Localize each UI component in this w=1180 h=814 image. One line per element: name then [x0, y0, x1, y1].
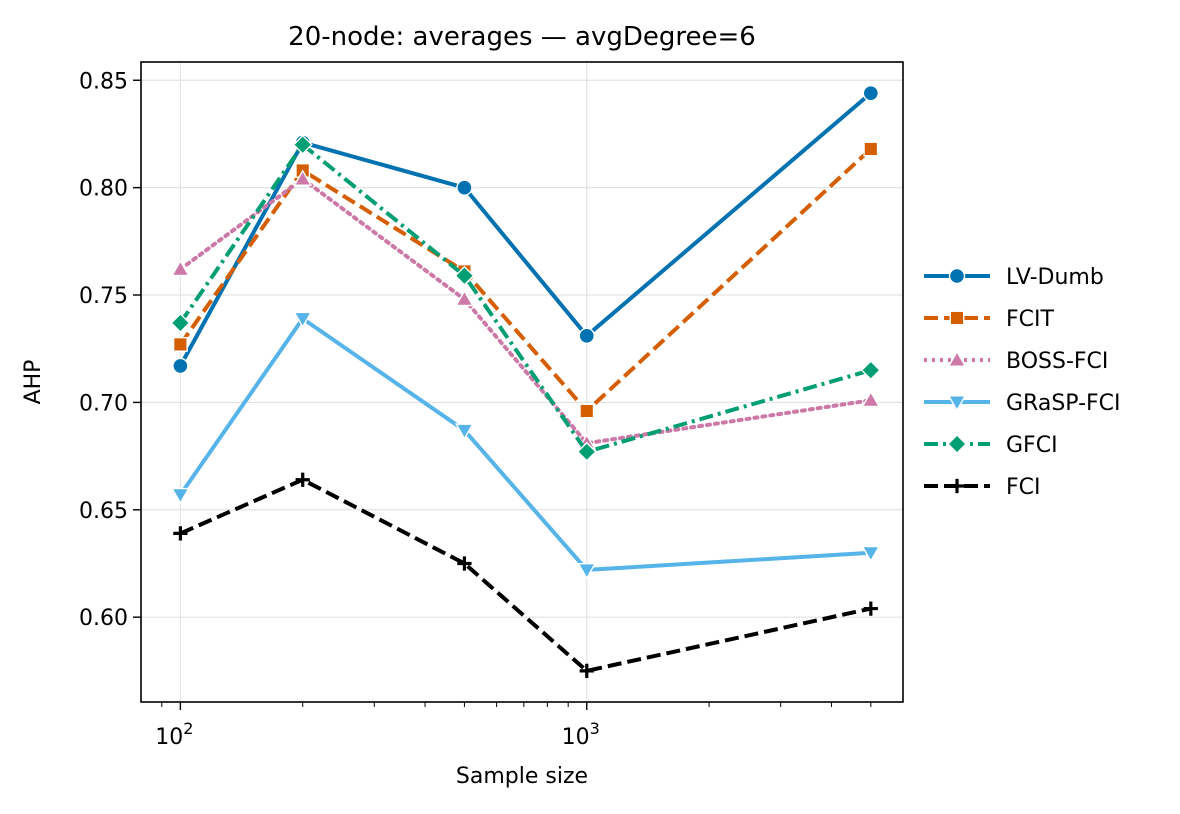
legend-marker: [948, 267, 966, 285]
data-point: [170, 312, 191, 333]
series-boss-fci: [170, 169, 881, 451]
data-point: [579, 403, 595, 419]
legend-label: FCI: [1006, 475, 1041, 500]
data-point: [860, 360, 881, 381]
legend-label: BOSS-FCI: [1006, 349, 1108, 374]
series-layer: [170, 84, 881, 678]
series-grasp-fci: [170, 311, 881, 580]
legend-marker: [947, 434, 967, 454]
y-tick-label: 0.85: [79, 69, 128, 94]
y-tick-label: 0.75: [79, 284, 128, 309]
data-point: [578, 327, 595, 345]
data-point: [456, 179, 473, 196]
data-point: [579, 663, 594, 678]
legend-label: LV-Dumb: [1006, 265, 1104, 290]
legend-item-fci[interactable]: FCI: [924, 475, 1041, 500]
series-fci: [173, 472, 878, 678]
data-point: [170, 487, 190, 505]
axis-ticks: 0.60 0.65 0.70 0.75 0.80 0.85 102 103: [79, 69, 872, 750]
legend-item-lv-dumb[interactable]: LV-Dumb: [924, 265, 1104, 290]
y-tick-label: 0.70: [79, 391, 128, 416]
data-point: [172, 357, 189, 375]
y-tick-label: 0.80: [79, 177, 128, 202]
legend-marker: [947, 350, 967, 367]
legend[interactable]: LV-Dumb FCIT BOSS-FCI GRaSP-FCI GFCI FCI: [924, 265, 1121, 500]
y-tick-label: 0.60: [79, 606, 128, 631]
data-point: [295, 472, 310, 487]
data-point: [454, 289, 474, 307]
data-point: [172, 336, 188, 352]
data-point: [293, 311, 313, 329]
x-axis-label: Sample size: [456, 764, 588, 789]
y-tick-label: 0.65: [79, 499, 128, 524]
data-point: [863, 601, 878, 616]
x-tick-label: 103: [562, 719, 600, 750]
legend-item-fcit[interactable]: FCIT: [924, 307, 1055, 332]
legend-item-boss-fci[interactable]: BOSS-FCI: [924, 349, 1108, 374]
data-point: [863, 141, 879, 157]
legend-item-grasp-fci[interactable]: GRaSP-FCI: [924, 391, 1121, 416]
legend-item-gfci[interactable]: GFCI: [924, 433, 1058, 458]
grid: [141, 62, 903, 702]
data-point: [457, 556, 472, 571]
data-point: [173, 526, 188, 541]
data-point: [576, 441, 597, 462]
legend-marker: [949, 310, 965, 326]
data-point: [454, 423, 474, 440]
series-gfci: [170, 134, 881, 462]
data-point: [861, 390, 881, 408]
legend-label: FCIT: [1006, 307, 1055, 332]
legend-marker: [947, 395, 967, 412]
series-line: [178, 316, 871, 572]
data-point: [861, 545, 881, 563]
chart-title: 20-node: averages — avgDegree=6: [288, 22, 756, 52]
legend-label: GRaSP-FCI: [1006, 391, 1121, 416]
data-point: [862, 84, 880, 102]
series-line: [178, 177, 873, 446]
data-point: [170, 259, 190, 277]
data-point: [577, 563, 597, 580]
data-point: [293, 169, 313, 186]
x-tick-label: 102: [155, 719, 193, 750]
plot-frame: [140, 61, 904, 703]
series-line: [178, 91, 873, 367]
y-axis-label: AHP: [21, 360, 46, 405]
series-line: [179, 477, 872, 673]
data-point: [292, 134, 313, 155]
legend-marker: [949, 478, 965, 494]
data-point: [454, 265, 475, 286]
series-lv-dumb: [172, 84, 880, 375]
legend-label: GFCI: [1006, 433, 1058, 458]
